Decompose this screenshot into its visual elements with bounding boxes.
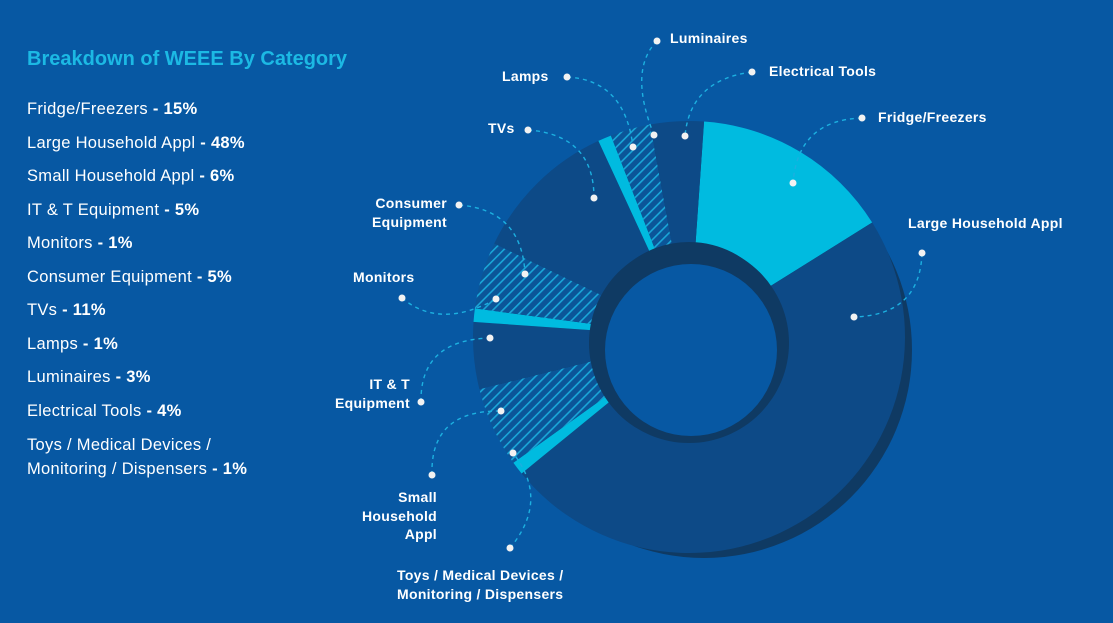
legend-item: Electrical Tools - 4% xyxy=(27,401,182,420)
callout-lines xyxy=(401,40,923,549)
dot xyxy=(521,270,529,278)
legend-item: Monitors - 1% xyxy=(27,234,133,252)
label-itt: IT & T Equipment xyxy=(334,376,410,411)
dot xyxy=(850,313,858,321)
slice-monitors xyxy=(473,308,595,331)
dot xyxy=(486,334,494,342)
dot xyxy=(681,132,689,140)
dot xyxy=(417,398,425,406)
label-monitors: Monitors xyxy=(353,269,415,285)
label-electrical-tools: Electrical Tools xyxy=(769,63,877,79)
dot xyxy=(650,131,658,139)
legend: Fridge/Freezers - 15% Large Household Ap… xyxy=(27,98,248,478)
connector-itt xyxy=(420,337,491,403)
connector-lamps xyxy=(566,76,634,148)
label-small: Small Household Appl xyxy=(361,489,437,542)
slice-small-household-appl xyxy=(479,359,612,463)
donut-hole xyxy=(605,264,777,436)
legend-item: Lamps - 1% xyxy=(27,334,119,353)
slice-lamps xyxy=(598,135,655,251)
dot xyxy=(509,449,517,457)
connector-monitors xyxy=(401,297,497,315)
dot xyxy=(789,179,797,187)
legend-item: Consumer Equipment - 5% xyxy=(27,267,233,286)
label-toys: Toys / Medical Devices / Monitoring / Dis… xyxy=(397,567,564,602)
slice-it-t-equipment xyxy=(473,321,597,390)
connector-luminaires xyxy=(641,40,658,136)
dot xyxy=(748,68,756,76)
slice-tvs xyxy=(494,140,650,296)
label-fridge: Fridge/Freezers xyxy=(878,109,987,125)
dot xyxy=(492,295,500,303)
label-large: Large Household Appl xyxy=(908,215,1063,231)
dot xyxy=(497,407,505,415)
slice-large-household-appl xyxy=(521,222,906,554)
dot xyxy=(653,37,661,45)
connector-electrical-tools xyxy=(684,71,753,137)
dot xyxy=(563,73,571,81)
callout-dots xyxy=(398,37,926,552)
dot xyxy=(858,114,866,122)
dot xyxy=(506,544,514,552)
dot xyxy=(428,471,436,479)
legend-item: Large Household Appl - 48% xyxy=(27,133,245,152)
legend-item: Luminaires - 3% xyxy=(27,368,151,386)
dot xyxy=(590,194,598,202)
slice-fridge-freezers xyxy=(695,121,873,287)
legend-item: Fridge/Freezers - 15% xyxy=(27,100,198,118)
dot xyxy=(524,126,532,134)
slice-toys-medical-devices-monitoring-dispensers xyxy=(513,392,616,474)
legend-item: TVs - 11% xyxy=(27,301,106,319)
dot xyxy=(629,143,637,151)
chart-title: Breakdown of WEEE By Category xyxy=(27,48,348,70)
slice-electrical-tools xyxy=(650,121,705,244)
legend-item: Small Household Appl - 6% xyxy=(27,167,235,185)
label-luminaires: Luminaires xyxy=(670,30,748,46)
dot xyxy=(398,294,406,302)
slice-consumer-equipment xyxy=(474,243,604,325)
legend-item: IT & T Equipment - 5% xyxy=(27,200,200,219)
label-tvs: TVs xyxy=(488,120,515,136)
dot xyxy=(455,201,463,209)
connector-large xyxy=(853,252,923,318)
slice-luminaires xyxy=(610,124,672,249)
label-consumer: Consumer Equipment xyxy=(371,195,447,230)
legend-item: Toys / Medical Devices / Monitoring / Dis… xyxy=(27,436,248,478)
dot xyxy=(918,249,926,257)
label-lamps: Lamps xyxy=(502,68,549,84)
